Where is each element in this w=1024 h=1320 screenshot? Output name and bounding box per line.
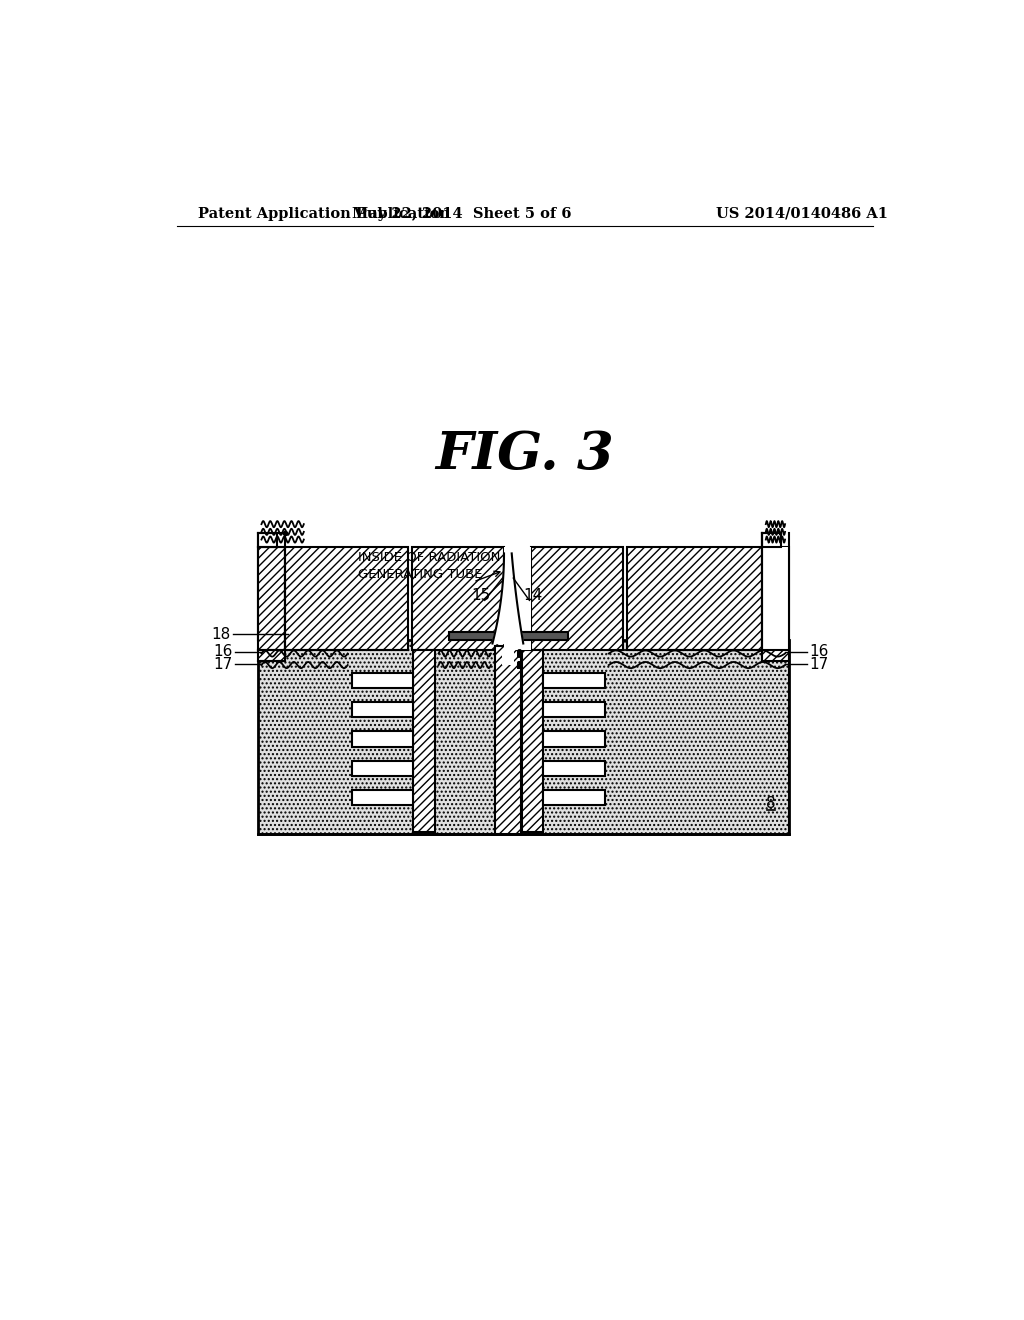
Bar <box>762 548 788 649</box>
Bar <box>521 649 544 832</box>
Text: 17: 17 <box>213 657 232 672</box>
Text: 16: 16 <box>213 644 232 660</box>
Text: INSIDE OF RADIATION
GENERATING TUBE: INSIDE OF RADIATION GENERATING TUBE <box>357 552 500 581</box>
Bar <box>351 731 413 747</box>
Bar <box>258 640 788 834</box>
Bar <box>413 649 435 832</box>
Bar <box>258 533 276 548</box>
Text: US 2014/0140486 A1: US 2014/0140486 A1 <box>716 207 888 220</box>
Text: 14: 14 <box>523 589 543 603</box>
Bar <box>544 731 605 747</box>
Bar <box>502 649 514 665</box>
Bar <box>285 548 408 649</box>
Bar <box>351 789 413 805</box>
Bar <box>351 760 413 776</box>
Bar <box>544 760 605 776</box>
Bar <box>762 533 781 548</box>
Bar <box>504 548 531 649</box>
Text: May 22, 2014  Sheet 5 of 6: May 22, 2014 Sheet 5 of 6 <box>352 207 571 220</box>
Bar <box>762 548 788 661</box>
Bar <box>351 702 413 718</box>
Text: 16: 16 <box>810 644 829 660</box>
Polygon shape <box>493 553 523 644</box>
Text: FIG. 3: FIG. 3 <box>435 429 614 480</box>
Text: 18: 18 <box>211 627 230 642</box>
Bar <box>544 789 605 805</box>
Text: 17: 17 <box>810 657 829 672</box>
Bar <box>449 632 568 640</box>
Bar <box>628 548 762 649</box>
Bar <box>258 548 285 661</box>
Text: Patent Application Publication: Patent Application Publication <box>199 207 451 220</box>
Bar <box>544 702 605 718</box>
Bar <box>495 645 521 834</box>
Bar <box>351 673 413 688</box>
Bar <box>412 548 504 649</box>
Bar <box>531 548 624 649</box>
Bar <box>504 548 531 649</box>
Bar <box>544 673 605 688</box>
Text: 8: 8 <box>766 796 776 812</box>
Text: 15: 15 <box>471 589 490 603</box>
